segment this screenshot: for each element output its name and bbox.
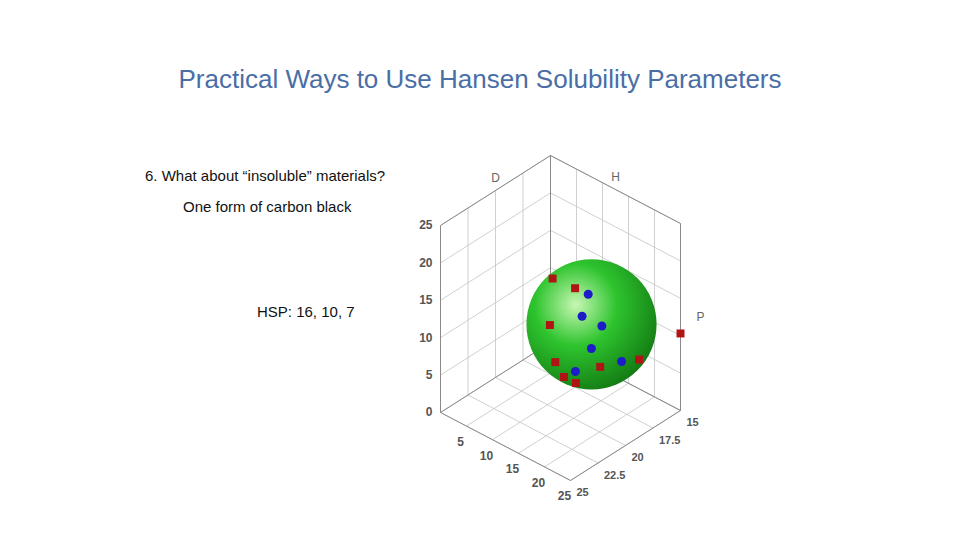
svg-text:20: 20 <box>532 476 546 490</box>
svg-text:H: H <box>611 170 620 184</box>
svg-text:17.5: 17.5 <box>659 434 680 446</box>
svg-text:5: 5 <box>426 368 433 382</box>
html-text:Practical Ways to Use Hansen S: Practical Ways to Use Hansen Solubility … <box>178 64 782 94</box>
svg-text:25: 25 <box>577 486 589 498</box>
svg-text:D: D <box>491 171 500 185</box>
svg-text:15: 15 <box>419 293 433 307</box>
svg-text:P: P <box>696 310 704 324</box>
html-text:One form of carbon black: One form of carbon black <box>183 198 352 215</box>
html-text:HSP: 16, 10, 7: HSP: 16, 10, 7 <box>257 303 355 320</box>
html-text:6. What about “insoluble” mate: 6. What about “insoluble” materials? <box>145 167 386 184</box>
svg-text:20: 20 <box>632 451 644 463</box>
svg-text:20: 20 <box>419 256 433 270</box>
svg-text:22.5: 22.5 <box>604 469 625 481</box>
svg-text:25: 25 <box>419 218 433 232</box>
svg-text:10: 10 <box>419 331 433 345</box>
svg-text:15: 15 <box>506 462 520 476</box>
svg-text:5: 5 <box>457 435 464 449</box>
svg-text:25: 25 <box>558 489 572 503</box>
svg-text:10: 10 <box>480 449 494 463</box>
svg-text:15: 15 <box>687 416 699 428</box>
svg-text:0: 0 <box>426 405 433 419</box>
